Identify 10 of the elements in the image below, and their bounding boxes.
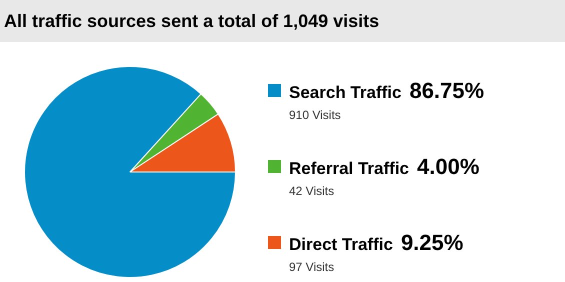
data-label: 4.00% — [417, 154, 480, 179]
data-label: 9.25% — [400, 230, 464, 255]
legend-label: Search Traffic — [289, 83, 402, 102]
text: 42 Visits — [289, 184, 334, 198]
legend-label: Referral Traffic — [289, 159, 409, 178]
chart-title: All traffic sources sent a total of 1,049 visits — [0, 0, 565, 42]
data-label: 86.75% — [409, 78, 484, 103]
text: 97 Visits — [289, 260, 334, 274]
legend-label: Direct Traffic — [289, 235, 393, 254]
text: 910 Visits — [289, 108, 341, 122]
